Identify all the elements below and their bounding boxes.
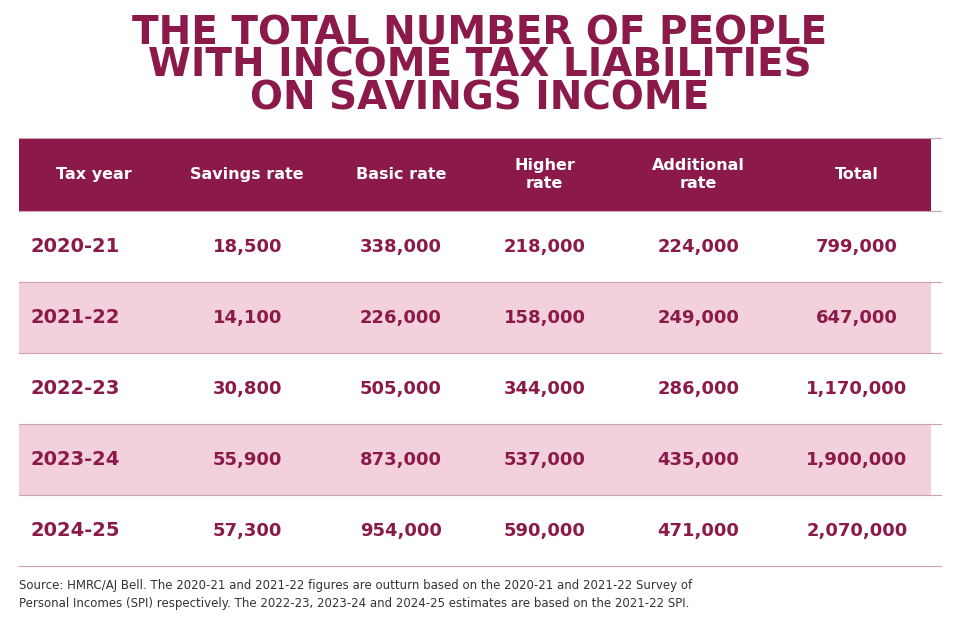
Text: 954,000: 954,000: [360, 522, 442, 540]
Bar: [475, 282, 614, 353]
Text: 1,170,000: 1,170,000: [806, 380, 907, 398]
Bar: [326, 424, 475, 495]
Text: Source: HMRC/AJ Bell. The 2020-21 and 2021-22 figures are outturn based on the 2: Source: HMRC/AJ Bell. The 2020-21 and 20…: [19, 579, 692, 610]
Text: 338,000: 338,000: [360, 237, 442, 256]
Bar: [614, 211, 782, 282]
Text: 2022-23: 2022-23: [31, 380, 120, 398]
Bar: [782, 282, 931, 353]
Bar: [19, 282, 168, 353]
Text: 224,000: 224,000: [658, 237, 739, 256]
Bar: [782, 138, 931, 211]
Bar: [168, 138, 326, 211]
Bar: [475, 424, 614, 495]
Text: 18,500: 18,500: [212, 237, 282, 256]
Text: 435,000: 435,000: [658, 451, 739, 469]
Text: 57,300: 57,300: [212, 522, 282, 540]
Text: 218,000: 218,000: [504, 237, 586, 256]
Text: 2020-21: 2020-21: [31, 237, 120, 256]
Bar: [168, 282, 326, 353]
Bar: [168, 211, 326, 282]
Bar: [326, 495, 475, 566]
Text: Tax year: Tax year: [56, 167, 132, 182]
Bar: [326, 282, 475, 353]
Bar: [782, 424, 931, 495]
Bar: [782, 211, 931, 282]
Bar: [475, 138, 614, 211]
Text: 799,000: 799,000: [816, 237, 898, 256]
Bar: [782, 353, 931, 424]
Bar: [614, 424, 782, 495]
Bar: [168, 353, 326, 424]
Bar: [475, 495, 614, 566]
Bar: [614, 495, 782, 566]
Bar: [168, 424, 326, 495]
Text: 647,000: 647,000: [816, 308, 898, 327]
Bar: [326, 138, 475, 211]
Text: 344,000: 344,000: [504, 380, 586, 398]
Text: 2023-24: 2023-24: [31, 451, 120, 469]
Bar: [19, 353, 168, 424]
Text: 537,000: 537,000: [504, 451, 586, 469]
Text: 158,000: 158,000: [504, 308, 586, 327]
Text: 873,000: 873,000: [360, 451, 442, 469]
Text: 14,100: 14,100: [212, 308, 282, 327]
Bar: [782, 495, 931, 566]
Text: Total: Total: [835, 167, 878, 182]
Bar: [326, 353, 475, 424]
Text: 505,000: 505,000: [360, 380, 442, 398]
Text: 471,000: 471,000: [658, 522, 739, 540]
Text: 226,000: 226,000: [360, 308, 442, 327]
Bar: [326, 211, 475, 282]
Bar: [614, 138, 782, 211]
Text: 286,000: 286,000: [658, 380, 739, 398]
Bar: [475, 353, 614, 424]
Bar: [475, 211, 614, 282]
Bar: [168, 495, 326, 566]
Text: 249,000: 249,000: [658, 308, 739, 327]
Text: Additional
rate: Additional rate: [652, 158, 745, 191]
Text: 1,900,000: 1,900,000: [806, 451, 907, 469]
Text: WITH INCOME TAX LIABILITIES: WITH INCOME TAX LIABILITIES: [148, 46, 812, 84]
Bar: [19, 424, 168, 495]
Bar: [19, 495, 168, 566]
Bar: [614, 353, 782, 424]
Bar: [19, 211, 168, 282]
Text: 2024-25: 2024-25: [31, 522, 120, 540]
Text: 30,800: 30,800: [212, 380, 282, 398]
Text: 2021-22: 2021-22: [31, 308, 120, 327]
Text: 590,000: 590,000: [504, 522, 586, 540]
Text: ON SAVINGS INCOME: ON SAVINGS INCOME: [251, 79, 709, 117]
Text: 2,070,000: 2,070,000: [806, 522, 907, 540]
Text: Savings rate: Savings rate: [190, 167, 304, 182]
Text: Basic rate: Basic rate: [355, 167, 446, 182]
Bar: [19, 138, 168, 211]
Text: THE TOTAL NUMBER OF PEOPLE: THE TOTAL NUMBER OF PEOPLE: [132, 14, 828, 52]
Text: 55,900: 55,900: [212, 451, 282, 469]
Bar: [614, 282, 782, 353]
Text: Higher
rate: Higher rate: [515, 158, 575, 191]
